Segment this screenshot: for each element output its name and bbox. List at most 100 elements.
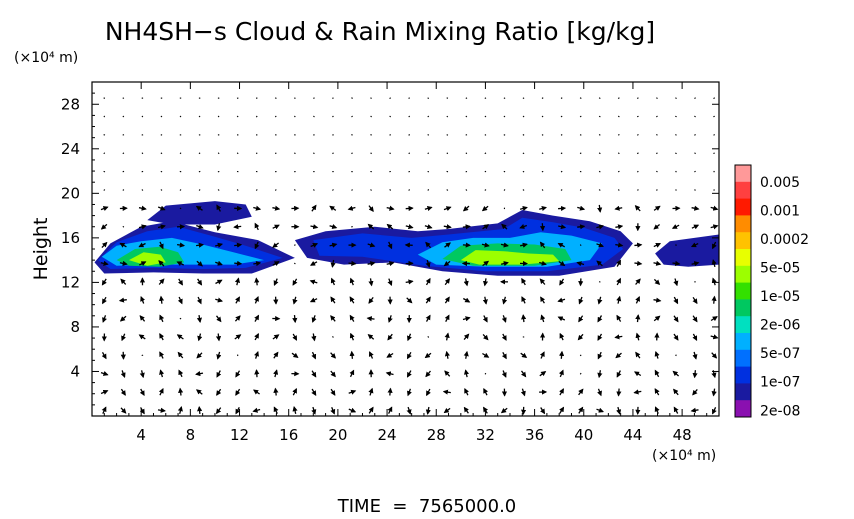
wind-arrow (442, 389, 451, 395)
wind-arrow (387, 315, 393, 323)
wind-arrow (634, 260, 643, 266)
wind-arrow (176, 334, 184, 340)
wind-arrow (673, 296, 679, 305)
wind-arrow (158, 278, 165, 285)
wind-arrow (217, 189, 220, 191)
wind-arrow (234, 334, 242, 340)
wind-arrow (711, 277, 717, 286)
wind-vectors (100, 97, 719, 415)
wind-arrow (598, 170, 601, 173)
wind-arrow (253, 260, 262, 267)
wind-arrow (598, 281, 601, 283)
wind-arrow (521, 314, 527, 323)
wind-arrow (349, 296, 355, 304)
wind-arrow (616, 370, 622, 378)
wind-arrow (484, 152, 487, 155)
wind-arrow (522, 115, 525, 118)
wind-arrow (692, 351, 698, 360)
wind-arrow (691, 205, 700, 211)
wind-arrow (443, 407, 451, 414)
wind-arrow (198, 115, 201, 118)
wind-arrow (139, 388, 145, 397)
wind-arrow (122, 152, 125, 155)
wind-arrow (427, 115, 430, 118)
wind-arrow (100, 389, 109, 395)
wind-arrow (234, 242, 243, 248)
wind-arrow (462, 316, 471, 322)
wind-arrow (273, 406, 279, 414)
wind-arrow (389, 152, 391, 155)
wind-arrow (370, 115, 372, 118)
wind-arrow (560, 97, 563, 99)
wind-arrow (559, 332, 565, 341)
wind-arrow (654, 406, 660, 414)
colorbar-swatch (735, 181, 751, 199)
wind-arrow (579, 152, 582, 155)
wind-arrow (614, 334, 623, 340)
x-tick-label: 36 (525, 426, 544, 444)
wind-arrow (103, 170, 106, 173)
wind-arrow (635, 296, 640, 304)
wind-arrow (139, 370, 145, 379)
wind-arrow (596, 407, 604, 413)
wind-arrow (541, 115, 544, 118)
wind-arrow (710, 205, 719, 211)
chart-title: NH4SH−s Cloud & Rain Mixing Ratio [kg/kg… (105, 17, 655, 46)
wind-arrow (636, 97, 639, 100)
wind-arrow (177, 278, 183, 286)
wind-arrow (254, 351, 259, 359)
wind-arrow (692, 333, 698, 342)
cloud-region-1 (147, 201, 252, 225)
wind-arrow (444, 332, 450, 341)
wind-arrow (616, 406, 622, 415)
wind-arrow (254, 369, 260, 378)
wind-arrow (539, 370, 547, 377)
wind-arrow (368, 278, 374, 287)
wind-arrow (120, 388, 126, 396)
wind-arrow (444, 278, 451, 286)
wind-arrow (597, 315, 603, 323)
wind-arrow (579, 134, 582, 136)
wind-arrow (253, 205, 262, 211)
wind-arrow (559, 388, 564, 396)
wind-arrow (272, 334, 280, 340)
wind-arrow (195, 389, 203, 395)
wind-arrow (712, 407, 717, 415)
wind-arrow (519, 224, 528, 229)
wind-arrow (272, 224, 280, 230)
wind-arrow (293, 115, 296, 118)
wind-arrow (177, 351, 184, 359)
wind-arrow (671, 224, 680, 229)
wind-arrow (482, 333, 489, 341)
wind-arrow (673, 388, 679, 396)
wind-arrow (385, 371, 394, 377)
wind-arrow (597, 296, 603, 305)
wind-arrow (332, 115, 334, 118)
wind-arrow (711, 259, 717, 268)
wind-arrow (294, 152, 296, 155)
wind-arrow (462, 205, 470, 212)
wind-arrow (234, 315, 241, 322)
wind-arrow (406, 406, 412, 415)
wind-arrow (405, 224, 414, 230)
wind-arrow (465, 189, 468, 191)
wind-arrow (578, 315, 584, 323)
wind-arrow (713, 152, 715, 155)
wind-arrow (654, 351, 660, 359)
colorbar-swatch (735, 366, 751, 384)
wind-arrow (539, 223, 546, 232)
wind-arrow (501, 315, 507, 323)
wind-arrow (368, 387, 374, 396)
wind-arrow (215, 333, 222, 342)
wind-arrow (215, 260, 223, 266)
wind-arrow (710, 316, 718, 322)
wind-arrow (138, 242, 146, 248)
wind-arrow (159, 369, 165, 378)
wind-arrow (425, 406, 431, 415)
wind-arrow (158, 387, 164, 396)
wind-arrow (101, 351, 107, 360)
wind-arrow (254, 314, 260, 322)
colorbar-swatch (735, 349, 751, 367)
wind-arrow (656, 170, 658, 173)
